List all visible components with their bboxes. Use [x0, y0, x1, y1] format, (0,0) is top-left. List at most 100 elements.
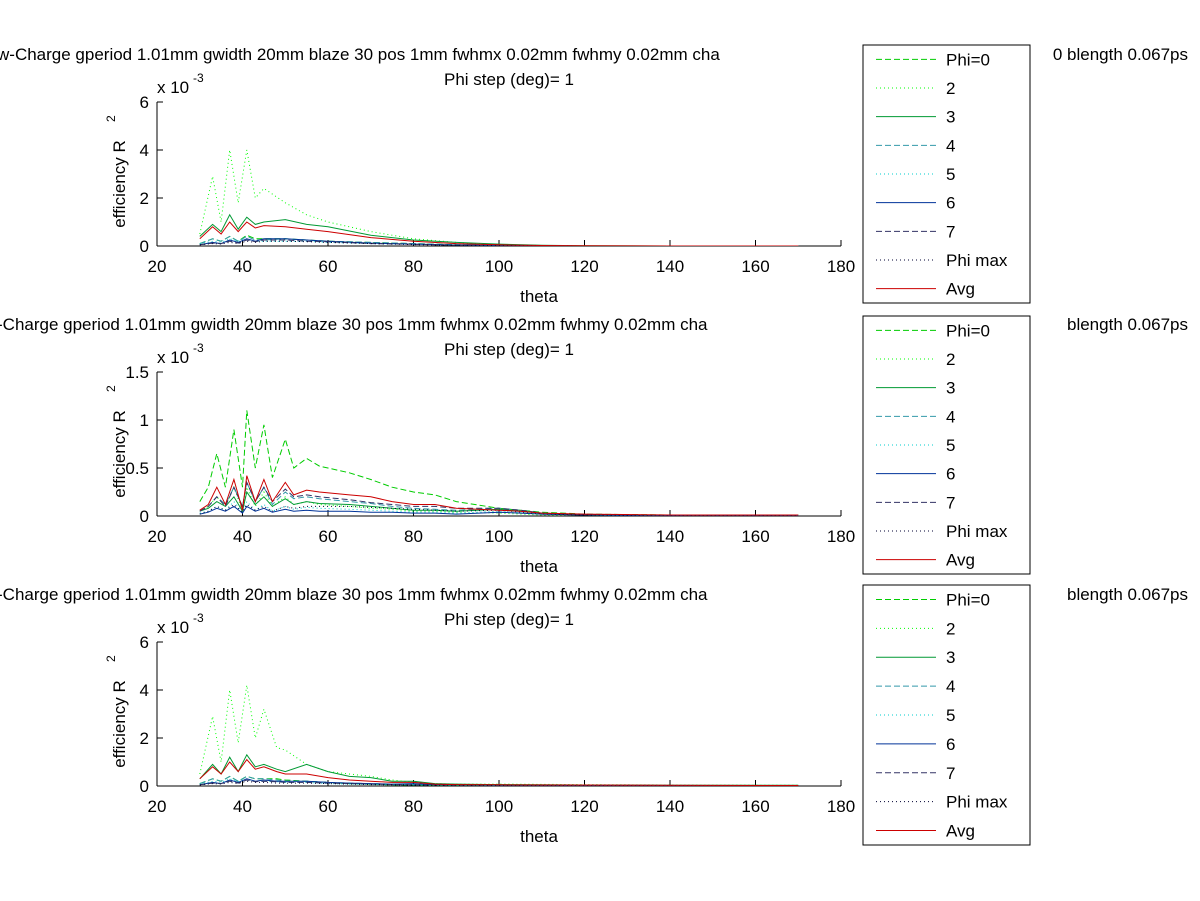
- series-line-7: [199, 779, 799, 786]
- y-axis-label-group: efficiency R 2: [104, 385, 129, 498]
- x-tick-label: 120: [570, 527, 598, 546]
- x-tick-label: 100: [485, 257, 513, 276]
- x-tick-label: 60: [319, 797, 338, 816]
- legend: Phi=0 2 3 4 5 6 7 Phi max Avg: [862, 315, 1031, 575]
- x-tick-label: 160: [741, 797, 769, 816]
- legend: Phi=0 2 3 4 5 6 7 Phi max Avg: [862, 44, 1031, 304]
- series-group: [199, 685, 799, 786]
- legend-label: 7: [946, 222, 955, 241]
- y-axis-label: efficiency R: [110, 140, 129, 228]
- legend: Phi=0 2 3 4 5 6 7 Phi max Avg: [862, 584, 1031, 846]
- legend-label: 5: [946, 165, 955, 184]
- chart-title-line2: Phi step (deg)= 1: [444, 70, 574, 89]
- x-tick-label: 80: [404, 527, 423, 546]
- x-tick-label: 100: [485, 797, 513, 816]
- series-line-2: [199, 685, 799, 786]
- legend-label: 3: [946, 108, 955, 127]
- axis-exponent-superscript: -3: [193, 611, 204, 625]
- legend-label: 3: [946, 379, 955, 398]
- series-group: [199, 149, 799, 246]
- legend-label: 6: [946, 465, 955, 484]
- x-tick-label: 40: [233, 797, 252, 816]
- y-axis-label-group: efficiency R 2: [104, 655, 129, 768]
- series-line-5: [199, 500, 799, 516]
- y-tick-label: 2: [140, 189, 149, 208]
- legend-label: 2: [946, 350, 955, 369]
- x-tick-label: 40: [233, 527, 252, 546]
- series-group: [199, 410, 799, 516]
- legend-label: Avg: [946, 280, 975, 299]
- legend-label: 2: [946, 619, 955, 638]
- chart-title-line2: Phi step (deg)= 1: [444, 340, 574, 359]
- series-line-avg: [199, 221, 799, 246]
- x-axis-label: theta: [520, 287, 558, 306]
- x-tick-label: 180: [827, 527, 855, 546]
- chart-title-line1-right: blength 0.067ps: [1067, 315, 1188, 334]
- y-tick-label: 6: [140, 633, 149, 652]
- legend-label: 2: [946, 79, 955, 98]
- legend-label: 5: [946, 706, 955, 725]
- legend-label: Phi max: [946, 251, 1008, 270]
- axis-exponent-label: x 10: [157, 78, 189, 97]
- legend-label: Phi=0: [946, 590, 990, 609]
- x-tick-label: 40: [233, 257, 252, 276]
- y-tick-label: 2: [140, 729, 149, 748]
- y-tick-label: 0: [140, 237, 149, 256]
- legend-label: 3: [946, 648, 955, 667]
- axis-exponent-superscript: -3: [193, 341, 204, 355]
- legend-box: [862, 584, 1031, 846]
- chart-title-line1-right: blength 0.067ps: [1067, 585, 1188, 604]
- series-line-2: [199, 485, 799, 516]
- x-tick-label: 140: [656, 797, 684, 816]
- x-tick-label: 60: [319, 257, 338, 276]
- y-tick-label: 0: [140, 507, 149, 526]
- x-tick-label: 160: [741, 527, 769, 546]
- x-tick-label: 180: [827, 257, 855, 276]
- y-axis-label: efficiency R: [110, 410, 129, 498]
- y-axis-label-group: efficiency R 2: [104, 115, 129, 228]
- chart-title-line1: w-Charge gperiod 1.01mm gwidth 20mm blaz…: [0, 45, 720, 64]
- legend-label: 6: [946, 735, 955, 754]
- x-axis-label: theta: [520, 557, 558, 576]
- legend-label: Phi=0: [946, 50, 990, 69]
- legend-label: Avg: [946, 551, 975, 570]
- x-tick-label: 180: [827, 797, 855, 816]
- subplot-2: -Charge gperiod 1.01mm gwidth 20mm blaze…: [0, 315, 1188, 576]
- y-tick-label: 0.5: [125, 459, 149, 478]
- series-line-2: [199, 149, 799, 246]
- chart-title-line2: Phi step (deg)= 1: [444, 610, 574, 629]
- legend-box: [862, 315, 1031, 575]
- x-axis-label: theta: [520, 827, 558, 846]
- y-tick-label: 4: [140, 681, 149, 700]
- subplot-3: -Charge gperiod 1.01mm gwidth 20mm blaze…: [0, 584, 1188, 846]
- legend-label: 7: [946, 764, 955, 783]
- legend-label: Avg: [946, 822, 975, 841]
- x-tick-label: 120: [570, 797, 598, 816]
- x-tick-label: 20: [148, 527, 167, 546]
- chart-title-line1: -Charge gperiod 1.01mm gwidth 20mm blaze…: [0, 585, 708, 604]
- y-axis-label-superscript: 2: [104, 385, 118, 392]
- y-tick-label: 1.5: [125, 363, 149, 382]
- y-tick-label: 6: [140, 93, 149, 112]
- y-tick-label: 1: [140, 411, 149, 430]
- legend-label: Phi max: [946, 793, 1008, 812]
- x-tick-label: 80: [404, 797, 423, 816]
- legend-label: Phi max: [946, 522, 1008, 541]
- legend-label: 7: [946, 493, 955, 512]
- legend-label: 5: [946, 436, 955, 455]
- legend-label: 4: [946, 136, 955, 155]
- x-tick-label: 20: [148, 797, 167, 816]
- series-line-phi-max: [199, 503, 799, 516]
- y-axis-label-superscript: 2: [104, 115, 118, 122]
- legend-label: 4: [946, 407, 955, 426]
- x-tick-label: 100: [485, 527, 513, 546]
- axis-exponent-label: x 10: [157, 348, 189, 367]
- series-line-6: [199, 505, 799, 516]
- legend-label: Phi=0: [946, 321, 990, 340]
- y-axis-label-superscript: 2: [104, 655, 118, 662]
- axis-exponent-label: x 10: [157, 618, 189, 637]
- legend-label: 4: [946, 677, 955, 696]
- series-line-avg: [199, 475, 799, 516]
- y-axis-label: efficiency R: [110, 680, 129, 768]
